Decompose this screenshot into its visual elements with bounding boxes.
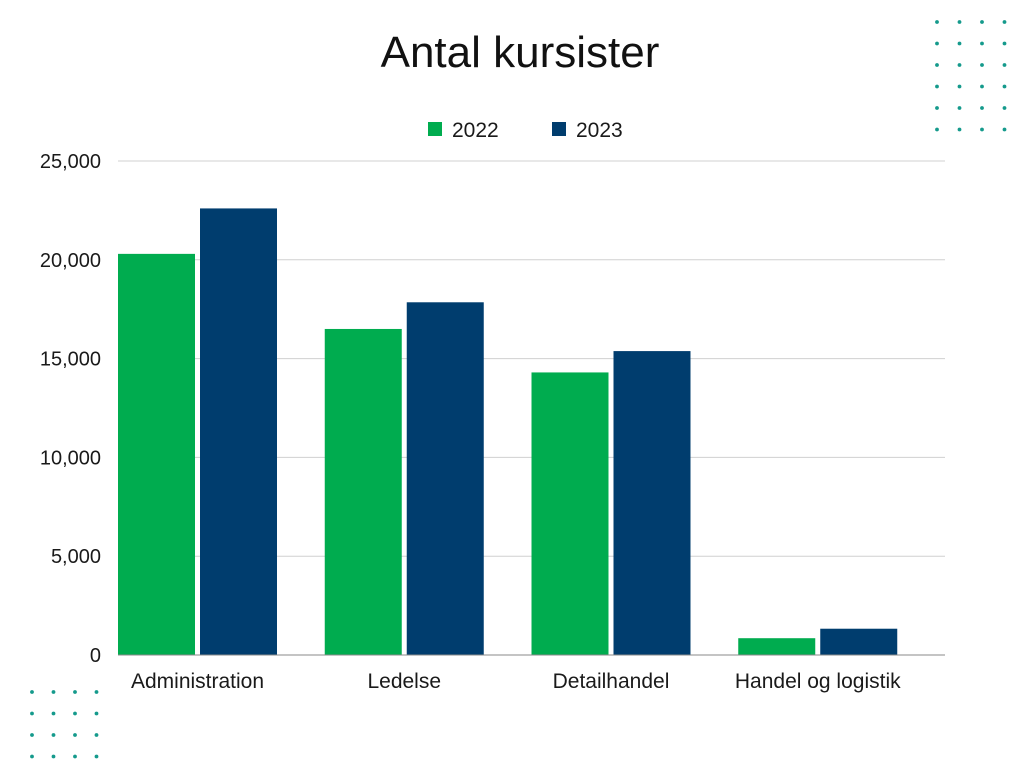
decorative-dot: [935, 106, 939, 110]
bars: [118, 208, 898, 655]
decorative-dot: [957, 84, 962, 89]
decorative-dot: [94, 754, 99, 759]
x-category-label: Ledelse: [367, 670, 441, 693]
decorative-dot: [1002, 63, 1007, 67]
decorative-dot: [957, 41, 962, 46]
decorative-dot: [30, 733, 34, 737]
y-tick-label: 25,000: [40, 151, 101, 173]
x-axis-categories: Administration Ledelse Detailhandel Handel …: [131, 670, 901, 693]
decorative-dot: [51, 733, 56, 737]
decorative-dot: [935, 127, 939, 132]
decorative-dot: [935, 63, 939, 67]
decorative-dot: [980, 106, 984, 110]
chart-legend: 2022 2023: [428, 119, 623, 142]
bar-2022-detailhandel: [531, 372, 609, 655]
decorative-dot: [73, 690, 77, 694]
x-category-label: Detailhandel: [553, 670, 670, 693]
y-tick-label: 0: [90, 645, 101, 667]
legend-label-2022: 2022: [452, 119, 499, 142]
decorative-dot: [1002, 41, 1007, 46]
decorative-dot: [94, 711, 99, 716]
decorative-dot: [935, 41, 939, 46]
y-tick-label: 5,000: [51, 546, 101, 568]
bar-2023-detailhandel: [613, 351, 691, 655]
x-category-label: Handel og logistik: [735, 670, 901, 693]
bar-2023-handel-og-logistik: [820, 628, 898, 655]
decorative-dot: [51, 754, 56, 759]
y-tick-label: 10,000: [40, 447, 101, 469]
decorative-dot: [1002, 127, 1007, 132]
decorative-dot: [980, 41, 984, 46]
decorative-dot-grid-bottom-left: [30, 690, 99, 759]
decorative-dot: [957, 127, 962, 132]
legend-swatch-2022: [428, 122, 442, 136]
decorative-dot: [980, 127, 984, 132]
bar-2023-ledelse: [406, 302, 484, 655]
decorative-dot: [1002, 84, 1007, 89]
decorative-dot: [94, 733, 99, 737]
decorative-dot-grid-top-right: [935, 20, 1007, 132]
decorative-dot: [30, 754, 34, 759]
decorative-dot: [980, 20, 984, 24]
legend-swatch-2023: [552, 122, 566, 136]
decorative-dot: [1002, 106, 1007, 110]
y-tick-label: 20,000: [40, 250, 101, 272]
decorative-dot: [935, 84, 939, 89]
bar-2022-handel-og-logistik: [738, 638, 816, 655]
decorative-dot: [935, 20, 939, 24]
decorative-dot: [73, 711, 77, 716]
decorative-dot: [1002, 20, 1007, 24]
decorative-dot: [30, 690, 34, 694]
decorative-dot: [51, 690, 56, 694]
legend-label-2023: 2023: [576, 119, 623, 142]
decorative-dot: [980, 84, 984, 89]
chart-title: Antal kursister: [381, 28, 660, 77]
x-category-label: Administration: [131, 670, 264, 693]
decorative-dot: [957, 63, 962, 67]
y-axis-ticks: 0 5,000 10,000 15,000 20,000 25,000: [40, 151, 101, 667]
decorative-dot: [957, 106, 962, 110]
bar-2022-ledelse: [324, 328, 402, 655]
decorative-dot: [957, 20, 962, 24]
bar-2022-administration: [118, 253, 195, 655]
decorative-dot: [51, 711, 56, 716]
decorative-dot: [73, 754, 77, 759]
decorative-dot: [94, 690, 99, 694]
bar-2023-administration: [200, 208, 277, 655]
decorative-dot: [980, 63, 984, 67]
decorative-dot: [73, 733, 77, 737]
y-tick-label: 15,000: [40, 349, 101, 371]
decorative-dot: [30, 711, 34, 716]
